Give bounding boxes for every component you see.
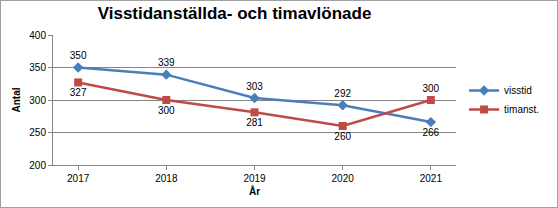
svg-text:2021: 2021 bbox=[420, 173, 443, 184]
svg-text:200: 200 bbox=[29, 160, 46, 171]
svg-text:timanst.: timanst. bbox=[504, 104, 539, 115]
svg-text:2020: 2020 bbox=[332, 173, 355, 184]
svg-text:281: 281 bbox=[246, 117, 263, 128]
svg-text:300: 300 bbox=[423, 83, 440, 94]
svg-text:303: 303 bbox=[246, 81, 263, 92]
svg-text:Antal: Antal bbox=[11, 87, 22, 112]
svg-text:2019: 2019 bbox=[243, 173, 266, 184]
svg-text:400: 400 bbox=[29, 30, 46, 41]
svg-text:År: År bbox=[249, 185, 260, 197]
svg-text:visstid: visstid bbox=[504, 85, 532, 96]
svg-text:339: 339 bbox=[158, 57, 175, 68]
svg-text:250: 250 bbox=[29, 127, 46, 138]
svg-text:350: 350 bbox=[70, 50, 87, 61]
svg-text:300: 300 bbox=[29, 95, 46, 106]
svg-text:292: 292 bbox=[334, 88, 351, 99]
svg-text:350: 350 bbox=[29, 62, 46, 73]
svg-text:Visstidanställda- och timavlön: Visstidanställda- och timavlönade bbox=[98, 4, 372, 23]
svg-text:260: 260 bbox=[334, 131, 351, 142]
svg-text:2018: 2018 bbox=[155, 173, 178, 184]
svg-text:2017: 2017 bbox=[67, 173, 90, 184]
svg-text:327: 327 bbox=[70, 87, 87, 98]
svg-text:266: 266 bbox=[423, 127, 440, 138]
svg-text:300: 300 bbox=[158, 105, 175, 116]
